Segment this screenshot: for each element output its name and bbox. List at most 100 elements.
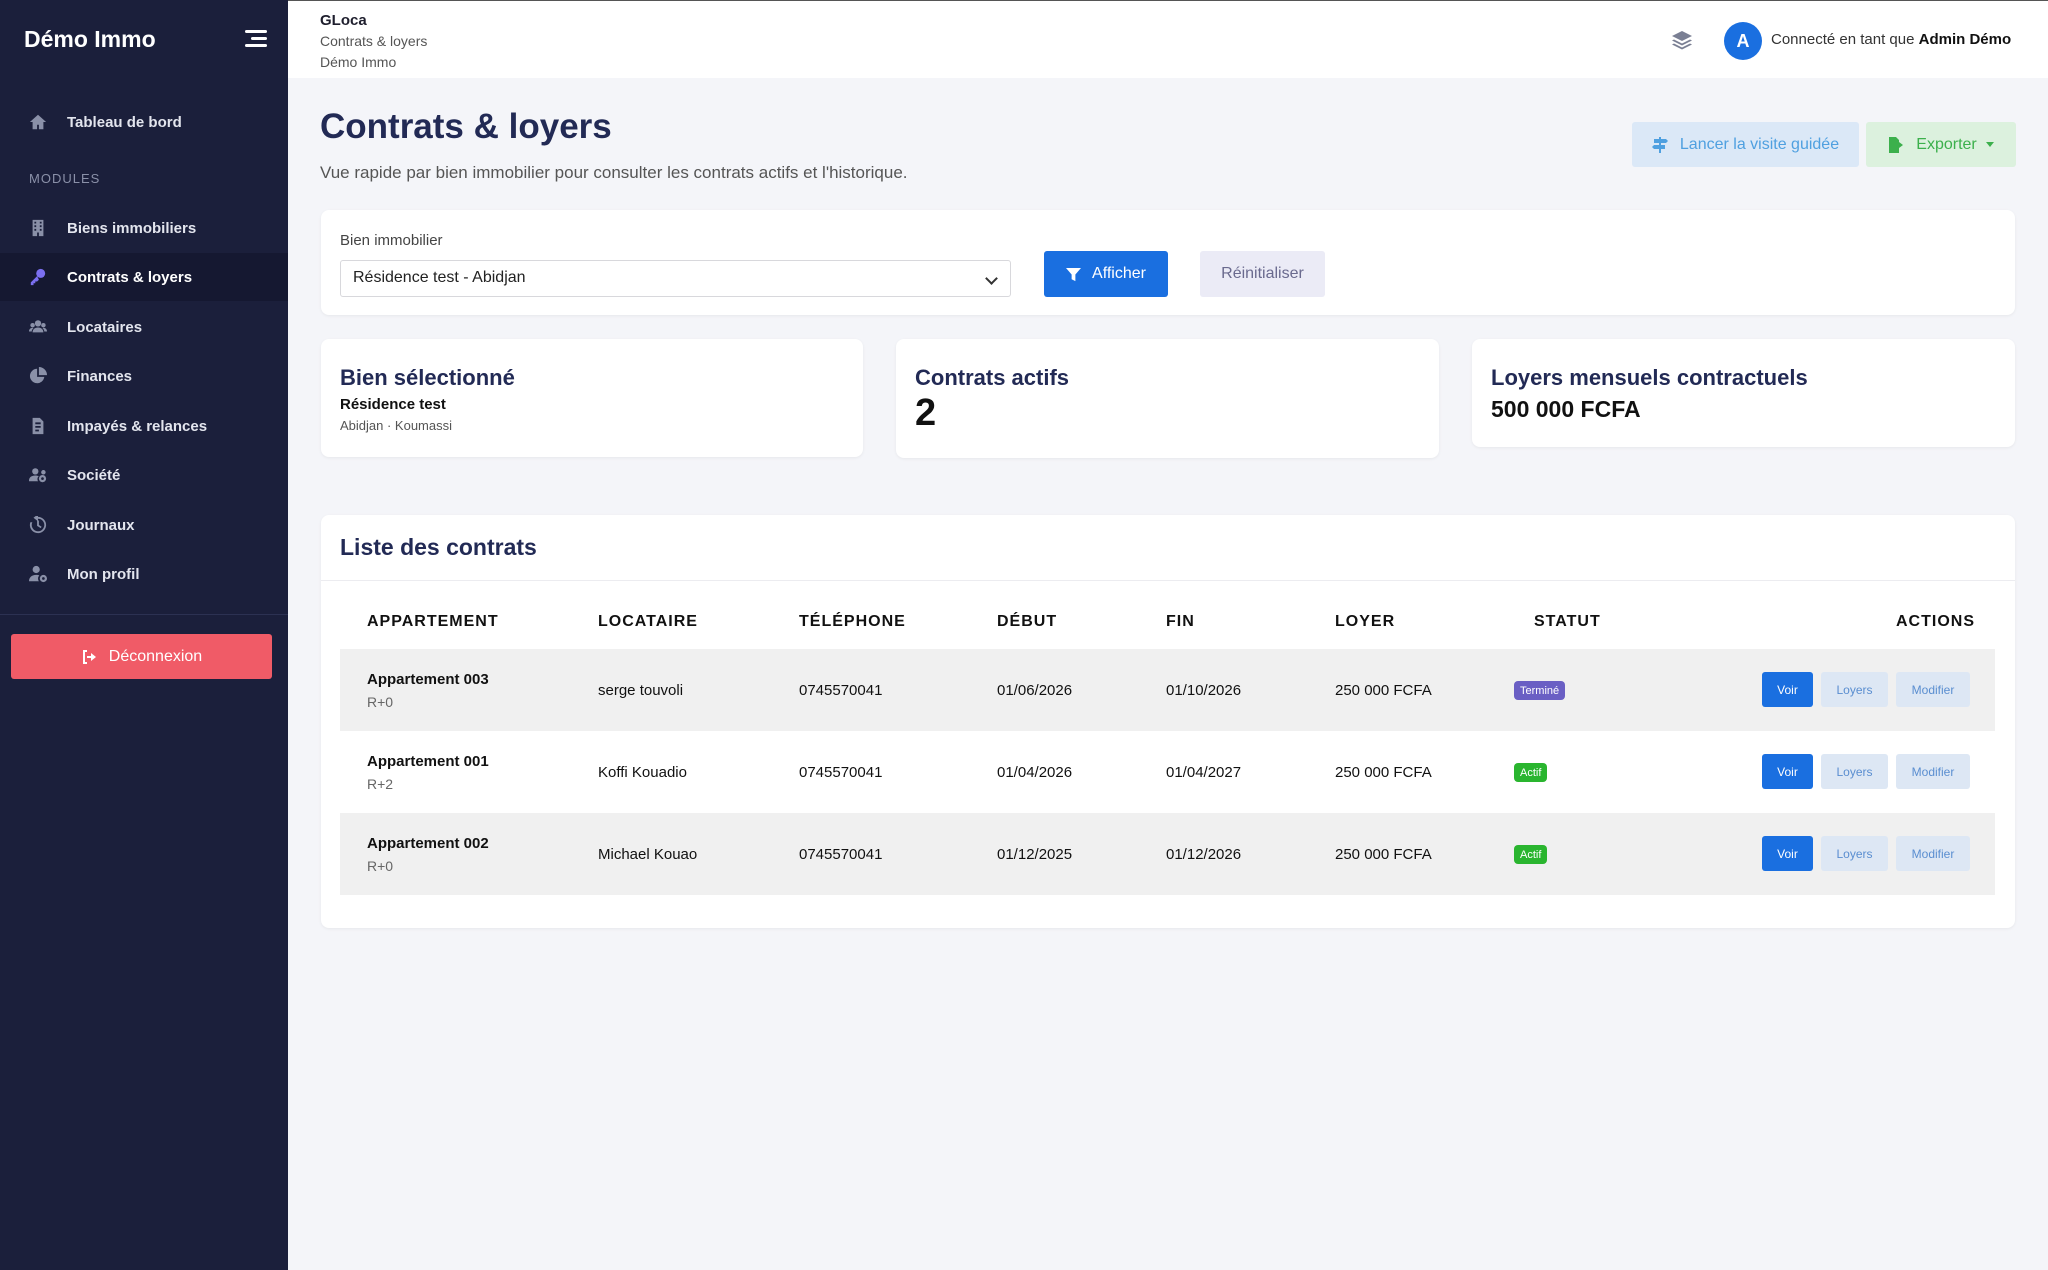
selected-property-title: Bien sélectionné: [340, 365, 515, 390]
sidebar-item-profile[interactable]: Mon profil: [0, 550, 288, 598]
sidebar-item-tenants[interactable]: Locataires: [0, 303, 288, 351]
status-badge: Actif: [1514, 763, 1548, 782]
sidebar-item-unpaid[interactable]: Impayés & relances: [0, 402, 288, 450]
home-icon: [28, 112, 48, 132]
sidebar-item-label: Tableau de bord: [67, 113, 182, 131]
table-row: Appartement 002 R+0 Michael Kouao 074557…: [340, 813, 1995, 895]
table-row: Appartement 001 R+2 Koffi Kouadio 074557…: [340, 731, 1995, 813]
column-header-rent: LOYER: [1335, 613, 1396, 630]
chevron-down-icon: [985, 272, 998, 285]
layers-icon[interactable]: [1671, 29, 1693, 51]
file-export-icon: [1889, 136, 1904, 153]
edit-button[interactable]: Modifier: [1896, 672, 1970, 707]
edit-button[interactable]: Modifier: [1896, 754, 1970, 789]
rents-button[interactable]: Loyers: [1821, 672, 1888, 707]
sidebar: Démo Immo Tableau de bord MODULES Biens …: [0, 0, 288, 1270]
logout-button[interactable]: Déconnexion: [11, 634, 272, 679]
view-button[interactable]: Voir: [1762, 672, 1813, 707]
apartment-floor: R+0: [367, 858, 394, 874]
divider: [321, 580, 2015, 581]
active-contracts-title: Contrats actifs: [915, 365, 1070, 390]
user-cog-icon: [28, 564, 48, 584]
tenant-phone: 0745570041: [799, 682, 883, 699]
apartment-floor: R+0: [367, 694, 394, 710]
filter-card: Bien immobilier Résidence test - Abidjan…: [321, 210, 2015, 315]
page-title: Contrats & loyers: [320, 107, 612, 146]
filter-icon: [1066, 267, 1082, 281]
end-date: 01/04/2027: [1166, 764, 1242, 781]
monthly-rent-title: Loyers mensuels contractuels: [1491, 365, 1808, 390]
reset-button[interactable]: Réinitialiser: [1200, 251, 1325, 297]
edit-button[interactable]: Modifier: [1896, 836, 1970, 871]
monthly-rent-value: 500 000 FCFA: [1491, 396, 1641, 422]
column-header-phone: TÉLÉPHONE: [799, 613, 906, 630]
rent-amount: 250 000 FCFA: [1335, 764, 1432, 781]
rents-button[interactable]: Loyers: [1821, 754, 1888, 789]
guided-tour-button[interactable]: Lancer la visite guidée: [1632, 122, 1859, 167]
contracts-list-card: Liste des contrats APPARTEMENT LOCATAIRE…: [321, 515, 2015, 928]
caret-down-icon: [1985, 142, 1994, 147]
column-header-end: FIN: [1166, 613, 1195, 630]
active-contracts-card: Contrats actifs 2: [896, 339, 1439, 458]
sidebar-item-label: Mon profil: [67, 565, 140, 583]
app-name: GLoca: [320, 12, 367, 29]
sidebar-item-contracts[interactable]: Contrats & loyers: [0, 253, 288, 301]
show-button[interactable]: Afficher: [1044, 251, 1168, 297]
start-date: 01/06/2026: [997, 682, 1073, 699]
sign-out-icon: [82, 649, 96, 664]
selected-property-name: Résidence test: [340, 396, 446, 413]
sidebar-item-dashboard[interactable]: Tableau de bord: [0, 98, 288, 146]
logout-label: Déconnexion: [108, 647, 203, 665]
sidebar-divider: [0, 614, 288, 615]
export-button[interactable]: Exporter: [1866, 122, 2016, 167]
end-date: 01/12/2026: [1166, 846, 1242, 863]
rent-amount: 250 000 FCFA: [1335, 846, 1432, 863]
end-date: 01/10/2026: [1166, 682, 1242, 699]
column-header-tenant: LOCATAIRE: [598, 613, 698, 630]
sidebar-item-logs[interactable]: Journaux: [0, 501, 288, 549]
sidebar-item-label: Finances: [67, 367, 133, 385]
sidebar-item-label: Locataires: [67, 318, 143, 336]
apartment-name: Appartement 003: [367, 671, 489, 688]
user-name: Admin Démo: [1918, 31, 2012, 48]
tenant-name: Michael Kouao: [598, 846, 698, 863]
breadcrumb-company: Démo Immo: [320, 54, 397, 70]
sidebar-item-properties[interactable]: Biens immobiliers: [0, 204, 288, 252]
building-icon: [28, 218, 48, 238]
top-bar: GLoca Contrats & loyers Démo Immo A Conn…: [288, 0, 2048, 78]
guided-tour-label: Lancer la visite guidée: [1679, 135, 1840, 153]
property-select[interactable]: Résidence test - Abidjan: [340, 260, 1011, 297]
view-button[interactable]: Voir: [1762, 836, 1813, 871]
start-date: 01/12/2025: [997, 846, 1073, 863]
users-icon: [28, 317, 48, 337]
column-header-apartment: APPARTEMENT: [367, 613, 499, 630]
sidebar-item-label: Impayés & relances: [67, 417, 208, 435]
show-button-label: Afficher: [1092, 265, 1146, 282]
sidebar-item-finances[interactable]: Finances: [0, 352, 288, 400]
status-badge: Terminé: [1514, 681, 1566, 700]
pie-chart-icon: [28, 366, 48, 386]
key-icon: [28, 267, 48, 287]
invoice-icon: [28, 416, 48, 436]
tenant-name: Koffi Kouadio: [598, 764, 687, 781]
contracts-list-title: Liste des contrats: [340, 534, 537, 560]
selected-property-card: Bien sélectionné Résidence test Abidjan …: [321, 339, 863, 457]
apartment-name: Appartement 002: [367, 835, 489, 852]
menu-toggle-icon[interactable]: [245, 30, 267, 48]
column-header-status: STATUT: [1534, 613, 1601, 630]
history-icon: [28, 515, 48, 535]
table-row: Appartement 003 R+0 serge touvoli 074557…: [340, 649, 1995, 731]
view-button[interactable]: Voir: [1762, 754, 1813, 789]
rents-button[interactable]: Loyers: [1821, 836, 1888, 871]
selected-property-location: Abidjan · Koumassi: [340, 418, 452, 433]
sidebar-item-company[interactable]: Société: [0, 451, 288, 499]
start-date: 01/04/2026: [997, 764, 1073, 781]
apartment-floor: R+2: [367, 776, 394, 792]
rent-amount: 250 000 FCFA: [1335, 682, 1432, 699]
column-header-actions: ACTIONS: [1896, 613, 1975, 630]
column-header-start: DÉBUT: [997, 613, 1058, 630]
avatar[interactable]: A: [1724, 22, 1762, 60]
active-contracts-count: 2: [915, 392, 937, 434]
tenant-phone: 0745570041: [799, 764, 883, 781]
apartment-name: Appartement 001: [367, 753, 489, 770]
